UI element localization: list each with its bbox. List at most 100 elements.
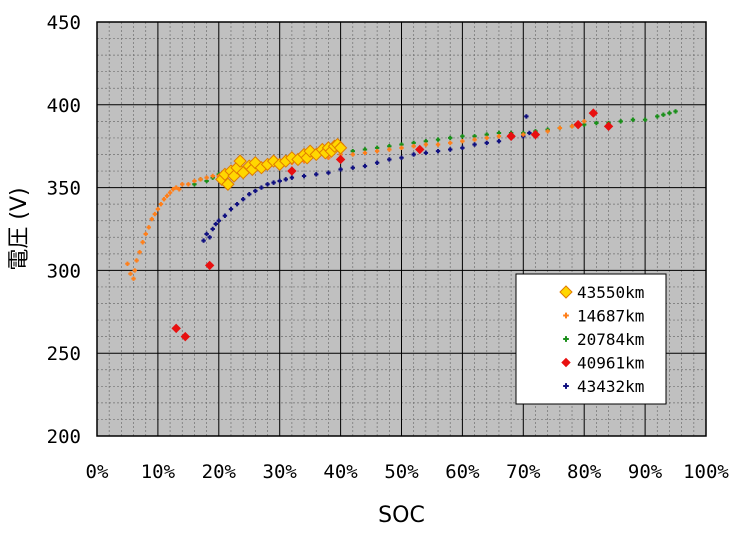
data-point [137,249,142,255]
legend-marker [563,383,569,389]
data-point [180,331,191,342]
y-tick-label: 450 [47,12,81,34]
data-point [588,108,599,118]
data-point [155,206,161,212]
data-point [131,276,136,281]
data-point [253,188,258,194]
data-point [415,144,425,155]
legend-marker [563,312,569,319]
data-point [326,170,331,175]
data-point [164,193,170,199]
data-point [259,185,264,190]
data-point [140,240,145,245]
data-point [210,226,215,232]
data-point [472,137,477,142]
data-point [460,139,465,144]
data-point [423,150,429,156]
x-tick-label: 90% [628,461,663,483]
legend-label: 40961km [577,354,644,373]
data-point [399,145,404,151]
data-point [221,177,235,191]
data-point [233,154,247,168]
data-point [143,231,148,237]
data-point [216,218,221,223]
data-point [594,120,599,126]
data-point [460,145,465,151]
data-point [484,140,489,146]
grid-major [97,22,706,436]
legend-item: 14687km [563,307,644,326]
data-point [618,119,623,124]
y-tick-label: 250 [47,343,81,365]
x-tick-label: 40% [323,461,358,483]
data-point [283,177,288,182]
data-point [289,175,295,180]
x-tick-label: 10% [141,461,176,483]
data-point [301,173,307,179]
data-point [411,144,416,149]
x-tick-label: 50% [384,461,419,483]
data-point [667,110,672,116]
y-axis-ticks: 200 250 300 350 400 450 [47,12,81,448]
data-point [132,268,137,273]
data-point [161,196,167,202]
data-point [423,142,429,147]
data-point [655,114,660,119]
series-43550km [215,137,348,191]
series-43432km [201,114,532,243]
data-point [435,148,441,154]
data-point [240,196,246,202]
y-axis-title: 電圧 (V) [7,187,32,270]
data-point [192,178,197,184]
x-tick-label: 100% [683,461,729,483]
data-point [204,260,215,271]
data-point [557,125,563,131]
data-point [521,132,526,137]
data-point [314,172,319,177]
data-point [435,142,441,147]
data-point [448,147,453,152]
legend-marker [561,357,571,368]
data-point [287,166,297,176]
x-tick-label: 0% [86,461,109,483]
x-axis-title: SOC [378,503,425,528]
legend-label: 43432km [577,377,644,396]
x-tick-label: 70% [506,461,541,483]
data-point [472,142,477,147]
legend-box [515,273,667,405]
data-point [213,221,218,227]
data-point [170,187,176,192]
data-point [338,167,343,172]
data-point [180,182,185,187]
data-point [484,135,489,141]
data-point [350,165,355,170]
y-tick-label: 300 [47,260,81,282]
y-tick-label: 200 [47,426,81,448]
data-point [496,134,502,139]
x-axis-ticks: 0% 10% 20% 30% 40% 50% 60% 70% 80% 90% 100% [86,461,730,483]
data-point [448,140,453,146]
data-point [158,201,164,207]
data-point [207,235,212,240]
data-point [167,190,173,195]
data-point [524,114,529,119]
data-point [435,137,441,142]
data-point [277,178,282,184]
data-point [642,117,648,122]
data-point [527,130,532,136]
data-point [204,175,209,180]
data-point [210,173,215,179]
data-point [362,163,368,169]
data-point [387,147,392,152]
data-point [530,129,541,140]
data-point [149,216,155,222]
legend-marker [563,336,569,342]
data-point [362,150,368,156]
data-point [448,135,453,141]
data-point [673,109,678,114]
data-point [350,152,355,157]
data-point [630,117,636,122]
x-tick-label: 30% [263,461,298,483]
data-point [134,258,139,263]
legend-item: 40961km [561,354,644,373]
